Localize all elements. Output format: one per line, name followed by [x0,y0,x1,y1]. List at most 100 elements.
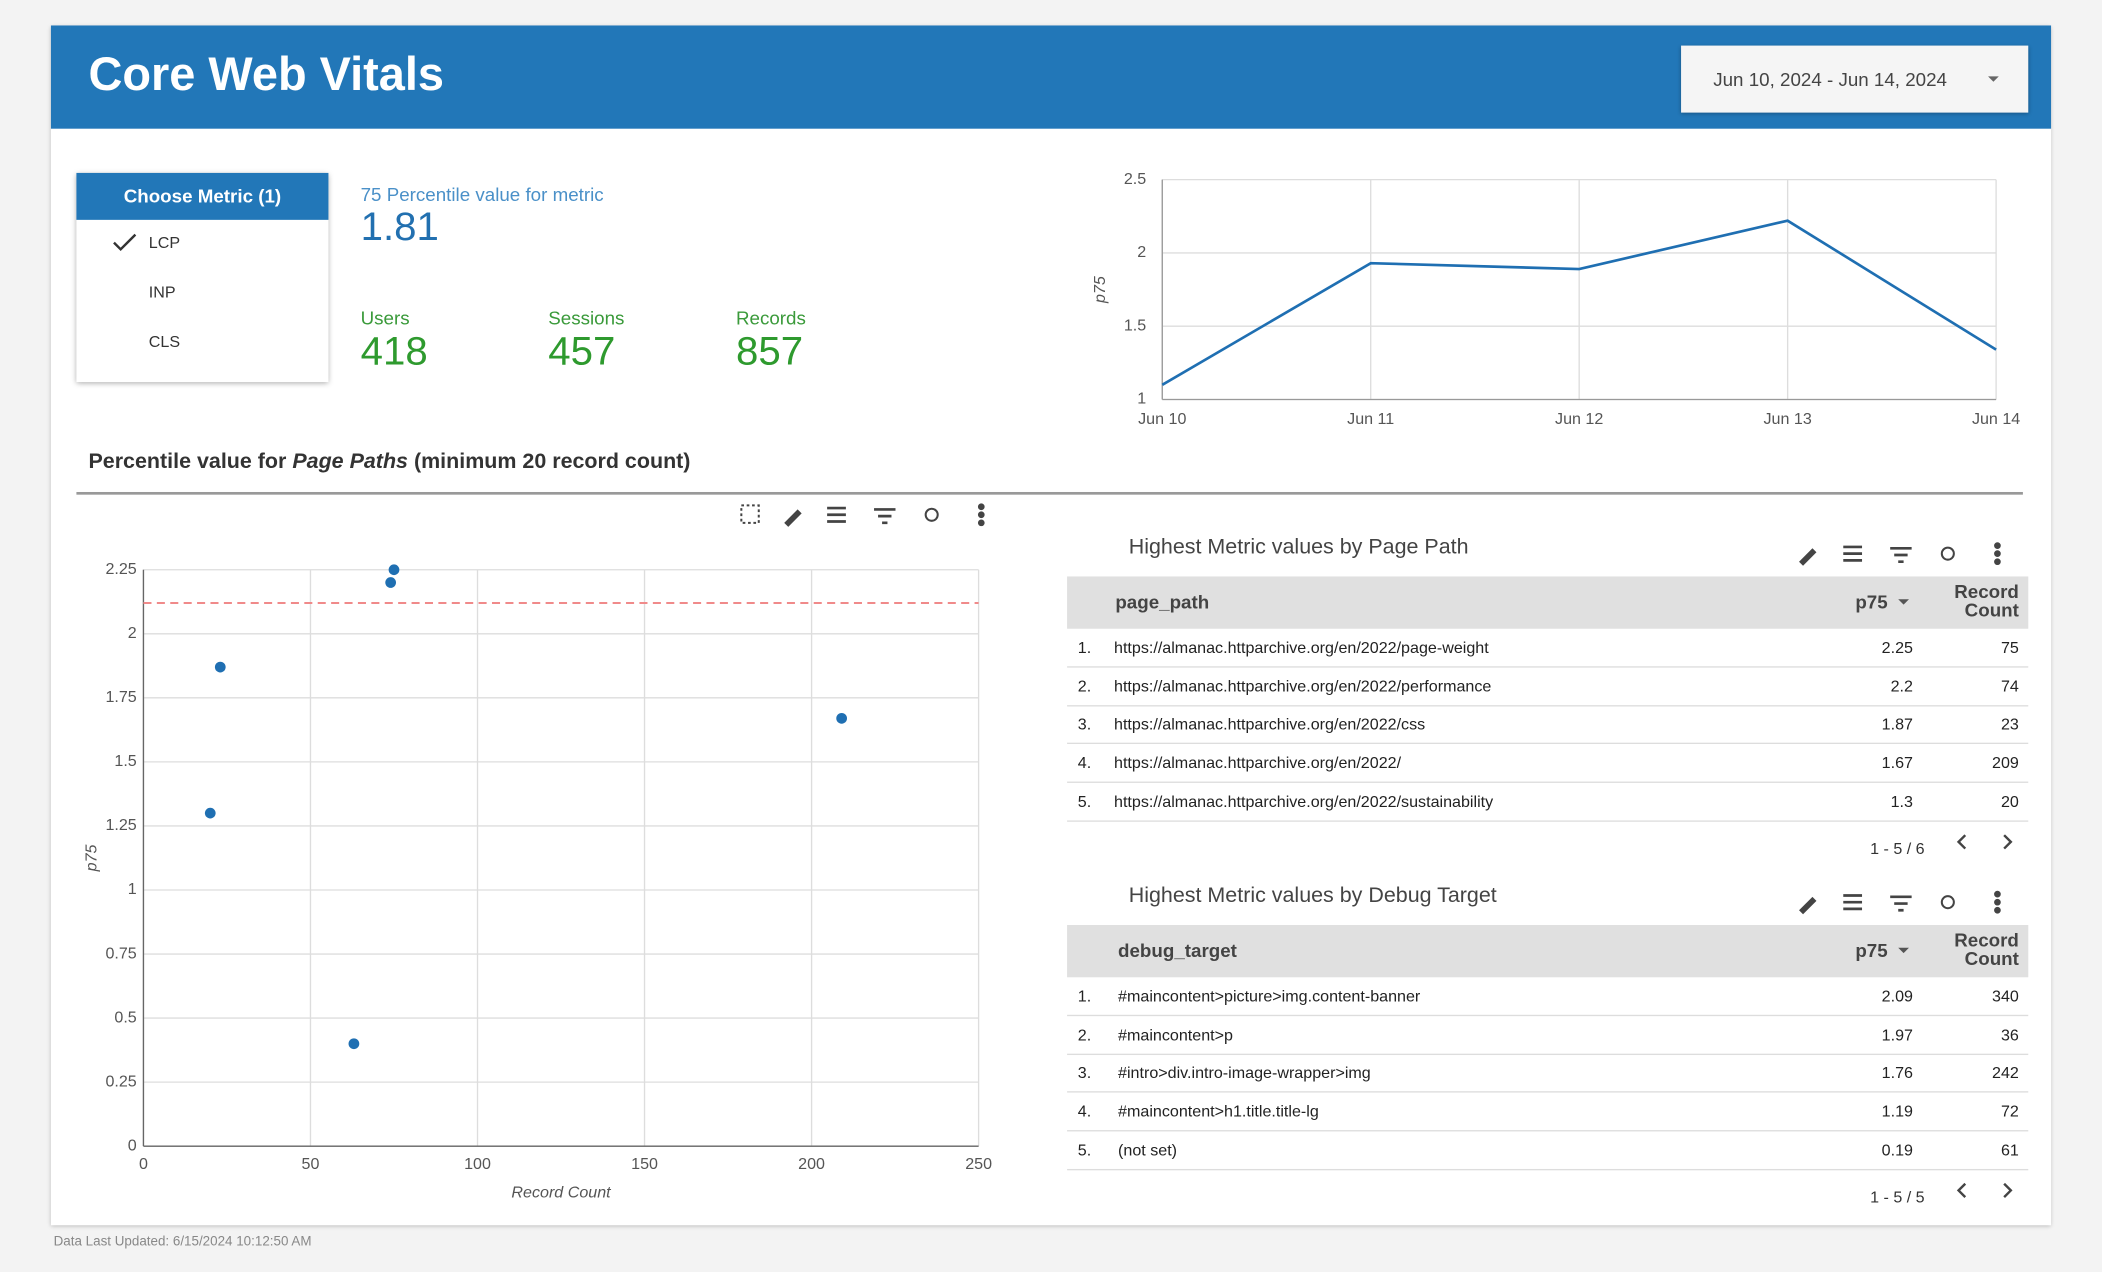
y-tick-label: 0.5 [114,1008,136,1026]
row-value: 61 [2000,1140,2019,1160]
row-value: 36 [2000,1025,2019,1044]
row-index: 1. [1077,986,1092,1006]
row-label: https://almanac.httparchive.org/en/2022/… [1114,676,1492,696]
x-tick-label: 200 [798,1155,825,1173]
table-header [1067,576,2029,629]
row-value: 0.19 [1881,1140,1913,1160]
scorecard-label: 75 Percentile value for metric [360,183,604,206]
row-value: 1.87 [1881,715,1913,734]
y-axis-label: p75 [1091,276,1109,304]
column-header[interactable]: debug_target [1118,939,1237,962]
footer: Data Last Updated: 6/15/2024 10:12:50 AM [53,1234,312,1250]
sort-arrow [1898,599,1909,610]
column-header[interactable]: p75 [1855,939,1888,962]
row-value: 1.67 [1881,753,1913,773]
filter-title: Choose Metric (1) [76,172,329,220]
row-value: 2.09 [1881,986,1913,1006]
column-header[interactable]: page_path [1115,591,1210,613]
row-label: #maincontent>h1.title.title-lg [1118,1102,1319,1121]
row-divider [1067,1091,2029,1094]
y-tick-label: 2.25 [105,560,136,578]
sort-arrow [1898,947,1909,959]
row-value: 2.2 [1890,676,1913,696]
column-header[interactable]: p75 [1855,591,1888,613]
row-value: 340 [1992,986,2019,1006]
row-value: 23 [2000,715,2019,734]
row-index: 2. [1077,1025,1092,1044]
scatter-point [388,564,400,576]
row-divider [1067,1168,2029,1171]
scorecard-label: Records [735,306,806,329]
row-label: https://almanac.httparchive.org/en/2022/ [1114,753,1402,773]
filter-option[interactable]: INP [148,282,176,302]
table-title: Highest Metric values by Debug Target [1128,884,1497,908]
x-tick-label: Jun 10 [1138,410,1186,428]
row-value: 72 [2000,1102,2019,1121]
row-divider [1067,781,2029,784]
row-label: #intro>div.intro-image-wrapper>img [1118,1063,1371,1083]
scorecard-value: 457 [548,329,616,375]
y-tick-label: 2 [128,624,137,642]
y-tick-label: 1.75 [105,688,136,706]
y-tick-label: 2 [1137,243,1146,261]
x-tick-label: Jun 11 [1347,410,1394,428]
row-value: 209 [1992,753,2019,773]
table-header [1067,924,2029,978]
row-label: https://almanac.httparchive.org/en/2022/… [1114,791,1494,811]
column-header[interactable]: Record Count [1954,929,2019,970]
filter-option[interactable]: LCP [148,233,181,253]
filter-option[interactable]: CLS [148,332,181,352]
row-divider [1067,1053,2029,1055]
row-value: 1.3 [1890,791,1913,811]
table-toolbar [1799,542,2013,850]
check-icon [113,233,137,252]
row-label: #maincontent>p [1118,1025,1233,1044]
metric-filter: Choose Metric (1) LCP INP CLS [76,172,329,383]
scorecard-value: 418 [360,329,428,375]
x-tick-label: Jun 13 [1763,410,1811,428]
table-toolbar [1799,890,2013,1198]
row-value: 75 [2000,638,2019,657]
row-index: 4. [1077,1102,1092,1121]
row-value: 1.76 [1881,1063,1913,1083]
y-tick-label: 1.5 [1124,316,1146,334]
column-header[interactable]: Record Count [1954,580,2019,621]
table-title: Highest Metric values by Page Path [1128,536,1469,560]
scatter-point [836,712,848,724]
x-axis-label: Record Count [511,1183,612,1201]
dropdown-arrow [1988,76,1999,87]
toolbar-icons [740,503,985,527]
row-index: 3. [1077,1063,1092,1083]
row-value: 1.97 [1881,1025,1913,1044]
date-range: Jun 10, 2024 - Jun 14, 2024 [1713,68,1947,90]
date-range-picker[interactable]: Jun 10, 2024 - Jun 14, 2024 [1681,45,2029,113]
y-tick-label: 0.75 [105,944,136,962]
scorecard-value: 857 [735,329,804,375]
row-divider [1067,1130,2029,1132]
scorecard-label: Users [360,306,410,329]
title-part: Page Paths [292,450,408,474]
scorecard-label: Sessions [548,306,625,329]
row-index: 5. [1077,1140,1092,1160]
x-tick-label: 150 [631,1155,658,1173]
row-divider [1067,1014,2029,1017]
row-index: 2. [1077,676,1092,696]
scatter-point [204,807,216,819]
row-label: https://almanac.httparchive.org/en/2022/… [1114,715,1426,734]
y-tick-label: 0.25 [105,1072,136,1090]
row-value: 74 [2000,676,2019,696]
x-tick-label: 250 [965,1155,992,1173]
line-series [1161,219,1997,386]
y-tick-label: 2.5 [1124,170,1146,188]
row-index: 5. [1077,791,1092,811]
title-part: (minimum 20 record count) [413,450,691,474]
scorecard-value: 1.81 [360,205,439,250]
row-divider [1067,666,2029,668]
row-index: 4. [1077,753,1092,773]
x-tick-label: Jun 12 [1555,410,1603,428]
title-part: Percentile value for [88,450,287,474]
row-label: https://almanac.httparchive.org/en/2022/… [1114,638,1489,657]
pagination: 1 - 5 / 5 [1870,1187,1925,1207]
